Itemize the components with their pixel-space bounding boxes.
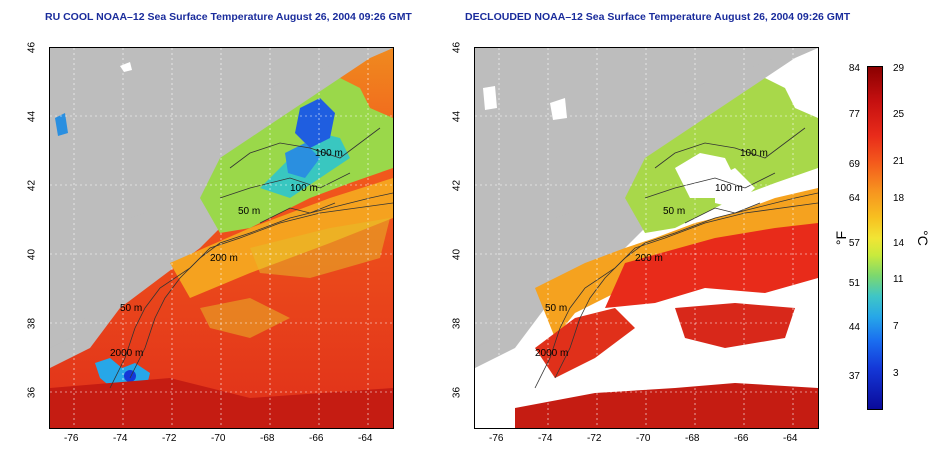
colorbar-c-label: 29 [893,63,905,74]
y-tick: 38 [26,317,38,330]
contour-label-200m: 200 m [635,253,663,264]
y-tick: 44 [26,110,38,123]
right-sst-map[interactable]: 100 m 100 m 50 m 200 m 50 m 2000 m [474,47,819,429]
colorbar-f-label: 77 [848,109,860,120]
contour-label-50m-b: 50 m [120,303,143,314]
contour-label-2000m: 2000 m [535,348,569,359]
colorbar-f-label: 69 [848,159,860,170]
contour-label-2000m: 2000 m [110,348,144,359]
y-tick: 46 [451,41,463,54]
y-tick: 36 [26,386,38,399]
contour-label-50m-b: 50 m [545,303,568,314]
colorbar-f-label: 37 [848,371,860,382]
colorbar-f-label: 51 [848,278,860,289]
colorbar-c-label: 7 [893,321,899,332]
y-tick: 42 [451,179,463,192]
contour-label-100m-b: 100 m [290,183,318,194]
colorbar-f-label: 64 [848,193,860,204]
contour-label-100m-a: 100 m [740,148,768,159]
colorbar-c-label: 14 [893,238,905,249]
x-tick: -72 [162,433,177,444]
colorbar-c-label: 18 [893,193,905,204]
y-tick: 44 [451,110,463,123]
y-tick: 46 [26,41,38,54]
x-tick: -64 [358,433,373,444]
y-tick: 36 [451,386,463,399]
colorbar-c-label: 21 [893,156,905,167]
x-tick: -66 [309,433,324,444]
temperature-colorbar [867,66,883,410]
x-tick: -76 [489,433,504,444]
colorbar-c-label: 3 [893,368,899,379]
unit-celsius: °C [914,230,931,246]
colorbar-f-label: 84 [848,63,860,74]
contour-label-100m-b: 100 m [715,183,743,194]
x-tick: -74 [113,433,128,444]
colorbar-c-label: 11 [893,274,904,285]
colorbar-f-label: 44 [848,322,860,333]
x-tick: -70 [636,433,651,444]
x-tick: -66 [734,433,749,444]
y-tick: 38 [451,317,463,330]
y-tick: 40 [26,248,38,261]
y-tick: 42 [26,179,38,192]
right-sst-image [475,48,818,428]
x-tick: -72 [587,433,602,444]
x-tick: -68 [685,433,700,444]
unit-fahrenheit: °F [833,230,850,246]
left-sst-map[interactable]: 100 m 100 m 50 m 200 m 50 m 2000 m [49,47,394,429]
x-tick: -76 [64,433,79,444]
x-tick: -70 [211,433,226,444]
contour-label-50m-a: 50 m [663,206,686,217]
colorbar-f-label: 57 [848,238,860,249]
y-tick: 40 [451,248,463,261]
contour-label-100m-a: 100 m [315,148,343,159]
left-sst-image [50,48,393,428]
right-map-title: DECLOUDED NOAA–12 Sea Surface Temperatur… [465,11,851,23]
x-tick: -68 [260,433,275,444]
colorbar-c-label: 25 [893,109,905,120]
contour-label-50m-a: 50 m [238,206,261,217]
contour-label-200m: 200 m [210,253,238,264]
x-tick: -74 [538,433,553,444]
x-tick: -64 [783,433,798,444]
left-map-title: RU COOL NOAA–12 Sea Surface Temperature … [45,11,412,23]
